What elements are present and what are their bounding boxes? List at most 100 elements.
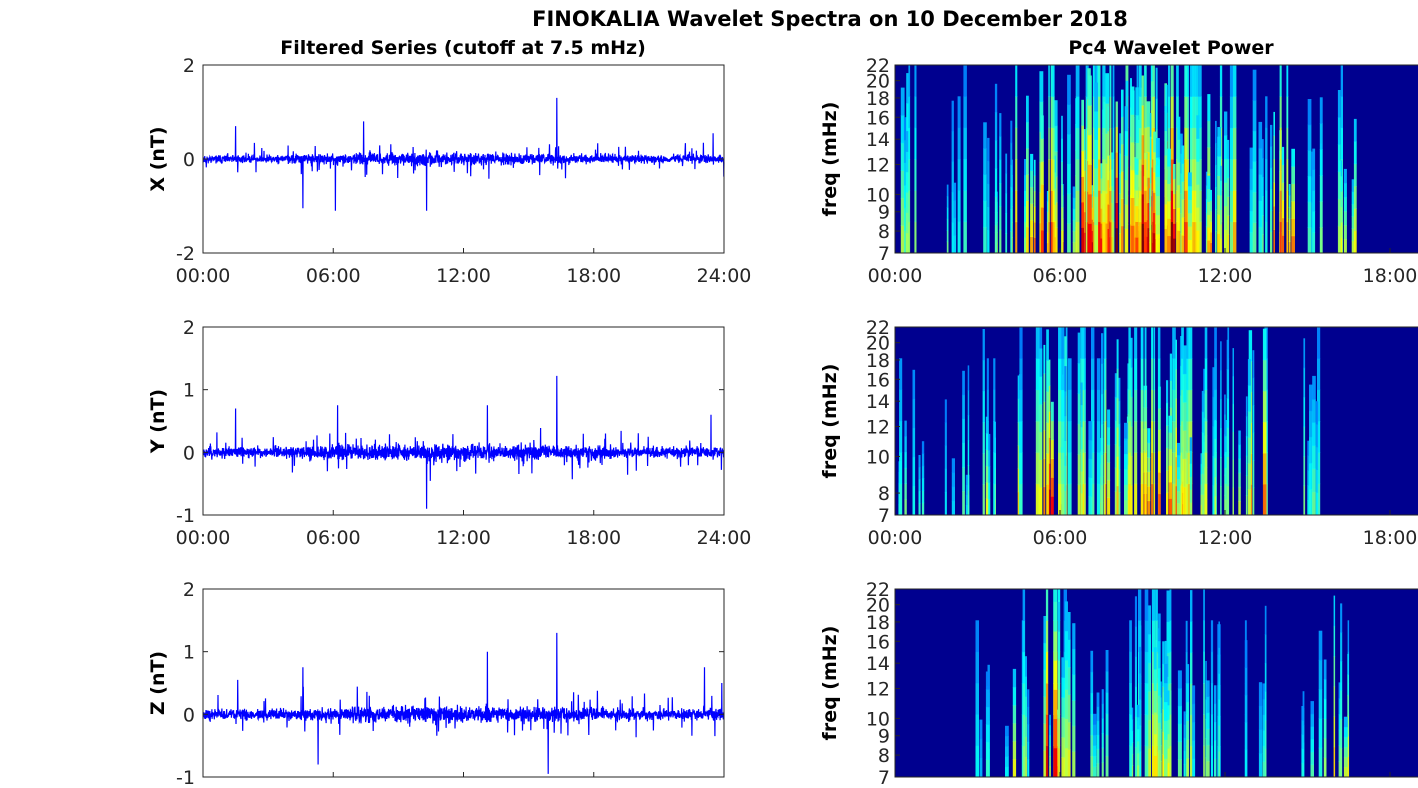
heatmap-cell bbox=[1100, 193, 1103, 209]
heatmap-cell bbox=[1214, 685, 1217, 705]
heatmap-cell bbox=[1333, 686, 1336, 717]
heatmap-cell bbox=[993, 389, 996, 422]
heatmap-cell bbox=[1162, 709, 1165, 733]
heatmap-cell bbox=[1192, 159, 1197, 191]
heatmap-cell bbox=[994, 140, 998, 169]
heatmap-cell bbox=[899, 389, 903, 422]
heatmap-cell bbox=[975, 651, 979, 684]
heatmap-cell bbox=[1035, 358, 1040, 391]
heatmap-cell bbox=[1198, 190, 1202, 223]
heatmap-cell bbox=[1146, 227, 1151, 254]
heatmap-cell bbox=[1347, 736, 1349, 757]
heatmap-cell bbox=[1075, 127, 1080, 160]
heatmap-cell bbox=[1138, 159, 1142, 191]
heatmap-cell bbox=[1027, 759, 1030, 778]
heatmap-cell bbox=[1156, 176, 1160, 197]
heatmap-cell bbox=[1177, 162, 1181, 186]
heatmap-cell bbox=[1288, 207, 1291, 219]
heatmap-cell bbox=[1130, 197, 1135, 226]
heatmap-cell bbox=[1210, 683, 1214, 715]
heatmap-cell bbox=[1168, 448, 1172, 466]
heatmap-cell bbox=[1012, 686, 1017, 706]
heatmap-cell bbox=[1180, 213, 1183, 234]
heatmap-cell bbox=[1094, 82, 1099, 112]
heatmap-cell bbox=[953, 217, 957, 236]
heatmap-cell bbox=[1061, 421, 1065, 453]
heatmap-cell bbox=[1015, 127, 1018, 160]
heatmap-cell bbox=[1333, 625, 1336, 657]
x-wavelet-panel: 7891012141618202200:0006:0012:0018:0000f… bbox=[819, 55, 1418, 287]
heatmap-cell bbox=[1232, 375, 1234, 405]
heatmap-cell bbox=[1019, 452, 1023, 485]
heatmap-cell bbox=[1232, 65, 1237, 97]
heatmap-cell bbox=[1203, 714, 1205, 747]
heatmap-cell bbox=[1176, 442, 1181, 456]
heatmap-cell bbox=[1109, 221, 1112, 254]
heatmap-cell bbox=[1160, 729, 1162, 746]
heatmap-cell bbox=[1229, 159, 1233, 191]
heatmap-cell bbox=[1093, 766, 1097, 778]
heatmap-cell bbox=[1077, 454, 1081, 486]
heatmap-cell bbox=[1229, 127, 1233, 160]
heatmap-cell bbox=[1340, 603, 1343, 633]
heatmap-cell bbox=[1188, 239, 1192, 254]
heatmap-cell bbox=[1340, 127, 1343, 160]
heatmap-cell bbox=[1061, 737, 1065, 758]
heatmap-cell bbox=[1214, 476, 1217, 497]
heatmap-cell bbox=[1124, 204, 1128, 230]
heatmap-cell bbox=[1252, 405, 1255, 434]
heatmap-cell bbox=[1005, 756, 1009, 768]
y-axis-label: Y (nT) bbox=[147, 389, 169, 454]
heatmap-cell bbox=[1261, 158, 1264, 178]
heatmap-cell bbox=[903, 162, 908, 186]
heatmap-cell bbox=[1303, 367, 1306, 398]
heatmap-cell bbox=[1146, 126, 1151, 153]
heatmap-cell bbox=[965, 505, 970, 516]
heatmap-cell bbox=[1101, 703, 1104, 719]
heatmap-cell bbox=[1105, 103, 1109, 134]
heatmap-cell bbox=[1153, 690, 1157, 713]
heatmap-cell bbox=[1177, 184, 1181, 208]
heatmap-cell bbox=[1158, 749, 1161, 778]
heatmap-cell bbox=[963, 190, 967, 223]
heatmap-cell bbox=[1177, 230, 1181, 254]
heatmap-cell bbox=[1166, 402, 1169, 426]
heatmap-cell bbox=[1094, 111, 1099, 140]
heatmap-cell bbox=[1093, 713, 1097, 725]
heatmap-cell bbox=[951, 472, 955, 488]
heatmap-cell bbox=[1115, 152, 1118, 178]
heatmap-cell bbox=[1309, 462, 1313, 490]
heatmap-cell bbox=[1012, 741, 1017, 760]
heatmap-cell bbox=[1035, 483, 1040, 516]
heatmap-cell bbox=[1343, 196, 1347, 212]
heatmap-cell bbox=[1136, 728, 1140, 742]
heatmap-cell bbox=[1183, 750, 1186, 765]
heatmap-cell bbox=[1130, 114, 1135, 143]
heatmap-cell bbox=[1312, 169, 1316, 191]
y-tick-label: 18 bbox=[866, 88, 890, 110]
heatmap-cell bbox=[1288, 218, 1291, 231]
heatmap-cell bbox=[1207, 120, 1211, 148]
heatmap-cell bbox=[912, 398, 916, 429]
heatmap-cell bbox=[1201, 494, 1204, 516]
heatmap-cell bbox=[1238, 500, 1241, 516]
heatmap-cell bbox=[1112, 96, 1115, 129]
heatmap-cell bbox=[904, 483, 907, 500]
heatmap-cell bbox=[1182, 458, 1187, 488]
heatmap-cell bbox=[1080, 358, 1085, 391]
heatmap-cell bbox=[1175, 427, 1177, 458]
heatmap-cell bbox=[1189, 96, 1193, 129]
heatmap-cell bbox=[1200, 504, 1203, 516]
heatmap-cell bbox=[967, 440, 970, 466]
heatmap-cell bbox=[1247, 385, 1251, 412]
heatmap-cell bbox=[1103, 389, 1106, 422]
heatmap-cell bbox=[1101, 424, 1104, 455]
heatmap-cell bbox=[1207, 175, 1211, 190]
heatmap-cell bbox=[1232, 348, 1234, 377]
heatmap-cell bbox=[1224, 182, 1228, 207]
heatmap-cell bbox=[1141, 193, 1144, 224]
heatmap-cell bbox=[1353, 186, 1357, 209]
heatmap-cell bbox=[1030, 203, 1034, 221]
heatmap-cell bbox=[985, 671, 990, 690]
heatmap-cell bbox=[1135, 114, 1139, 143]
